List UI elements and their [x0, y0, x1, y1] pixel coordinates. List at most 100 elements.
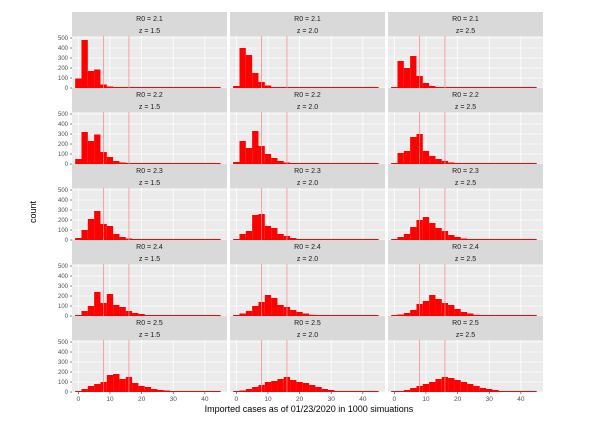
y-tick-label: 0 — [65, 390, 69, 396]
histogram-bar — [290, 380, 297, 392]
plot-background — [72, 340, 227, 392]
histogram-bar — [296, 312, 303, 316]
facet-panel: R0 = 2.4 z = 1.5 0 100 200 300 400 500 — [58, 240, 227, 320]
histogram-bar — [94, 292, 101, 316]
facet-row-label: R0 = 2.1 — [452, 16, 479, 23]
facet-strip-row — [388, 240, 543, 252]
facet-col-label: z = 2.0 — [297, 180, 318, 187]
histogram-bar — [144, 387, 152, 392]
histogram-bar — [290, 310, 297, 316]
histogram-bar — [271, 381, 278, 392]
histogram-bar — [486, 389, 493, 392]
histogram-bar — [397, 153, 404, 164]
facet-panel: R0 = 2.5 z= 2.5 0 10 20 30 40 — [388, 316, 543, 403]
facet-panel: R0 = 2.3 z = 2.5 — [388, 164, 543, 241]
facet-col-label: z = 2.0 — [297, 104, 318, 111]
y-tick-label: 100 — [58, 228, 69, 234]
facet-strip-col — [388, 176, 543, 188]
y-tick-label: 400 — [58, 46, 69, 52]
x-tick-label: 20 — [296, 396, 304, 403]
facet-strip-col — [72, 328, 227, 340]
histogram-bar — [239, 313, 246, 316]
plot-background — [388, 264, 543, 316]
histogram-bar — [271, 228, 278, 240]
histogram-bar — [397, 61, 404, 88]
histogram-bar — [245, 55, 253, 88]
facet-strip-row — [72, 164, 227, 176]
x-tick-label: 0 — [393, 396, 397, 403]
facet-strip-col — [72, 100, 227, 112]
histogram-bar — [106, 157, 114, 164]
histogram-bar — [460, 312, 468, 316]
histogram-bar — [277, 379, 284, 392]
histogram-bar — [81, 230, 88, 240]
y-tick-label: 500 — [58, 112, 69, 118]
histogram-bar — [403, 68, 411, 88]
histogram-bar — [410, 137, 417, 164]
x-tick-label: 40 — [517, 396, 525, 403]
histogram-bar — [252, 131, 259, 164]
histogram-bar — [264, 154, 272, 164]
histogram-bar — [435, 159, 442, 164]
histogram-bar — [245, 148, 253, 164]
facet-row-label: R0 = 2.5 — [136, 320, 163, 327]
facet-strip-row — [388, 164, 543, 176]
histogram-bar — [94, 211, 101, 240]
histogram-bar — [467, 384, 474, 392]
y-tick-label: 100 — [58, 304, 69, 310]
facet-row-label: R0 = 2.2 — [136, 92, 163, 99]
y-tick-label: 0 — [65, 238, 69, 244]
facet-strip-col — [72, 24, 227, 36]
y-tick-label: 500 — [58, 36, 69, 42]
facet-panel: R0 = 2.1 z = 1.5 0 100 200 300 400 500 — [58, 12, 227, 92]
histogram-bar — [252, 215, 259, 240]
y-tick-label: 200 — [58, 370, 69, 376]
histogram-bar — [113, 161, 120, 164]
facet-col-label: z = 2.5 — [455, 180, 476, 187]
histogram-bar — [410, 310, 417, 316]
histogram-bar — [479, 388, 487, 392]
histogram-bar — [252, 387, 259, 392]
y-tick-label: 300 — [58, 132, 69, 138]
facet-col-label: z = 1.5 — [139, 180, 160, 187]
y-tick-label: 200 — [58, 218, 69, 224]
histogram-bar — [81, 311, 88, 316]
facet-row-label: R0 = 2.2 — [452, 92, 479, 99]
histogram-bar — [448, 305, 455, 316]
histogram-bar — [422, 151, 430, 164]
histogram-bar — [429, 295, 436, 316]
histogram-bar — [473, 386, 480, 392]
facet-row-label: R0 = 2.5 — [452, 320, 479, 327]
histogram-bar — [87, 306, 95, 316]
histogram-bar — [94, 384, 101, 392]
histogram-bar — [264, 226, 272, 240]
histogram-bar — [239, 48, 246, 88]
histogram-bar — [106, 375, 114, 392]
y-tick-label: 300 — [58, 284, 69, 290]
histogram-bar — [106, 226, 114, 240]
histogram-bar — [106, 294, 114, 316]
x-tick-label: 10 — [422, 396, 430, 403]
facet-panel: R0 = 2.2 z = 1.5 0 100 200 300 400 500 — [58, 88, 227, 168]
facet-strip-row — [72, 12, 227, 24]
histogram-bar — [429, 382, 436, 392]
facet-strip-col — [388, 328, 543, 340]
histogram-bar — [132, 383, 139, 392]
facet-strip-col — [230, 252, 385, 264]
x-tick-label: 10 — [106, 396, 114, 403]
x-tick-label: 20 — [138, 396, 146, 403]
facet-panel: R0 = 2.5 z = 1.5 0 100 200 300 400 500 0 10 20 30 40 — [58, 316, 227, 403]
histogram-bar — [315, 387, 322, 392]
histogram-bar — [245, 311, 253, 316]
facet-row-label: R0 = 2.3 — [136, 168, 163, 175]
facet-panel: R0 = 2.5 z = 2.0 0 10 20 30 40 — [230, 316, 385, 403]
histogram-bar — [81, 389, 88, 392]
histogram-bar — [113, 234, 120, 240]
facet-row-label: R0 = 2.3 — [452, 168, 479, 175]
facet-strip-row — [72, 240, 227, 252]
facet-strip-col — [230, 176, 385, 188]
histogram-bar — [264, 295, 272, 316]
histogram-bar — [422, 83, 430, 88]
histogram-bar — [119, 379, 126, 392]
facet-col-label: z = 1.5 — [139, 104, 160, 111]
